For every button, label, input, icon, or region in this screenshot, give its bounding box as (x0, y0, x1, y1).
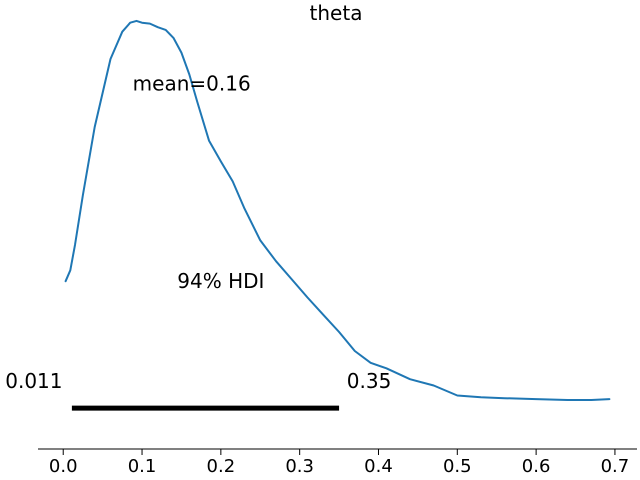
density-curve (64, 19, 611, 401)
x-tick-label: 0.1 (128, 456, 157, 477)
x-tick-label: 0.2 (207, 456, 236, 477)
hdi-lower-label: 0.011 (5, 369, 62, 393)
mean-label: mean=0.16 (133, 71, 251, 95)
x-tick-label: 0.5 (443, 456, 472, 477)
x-tick-label: 0.4 (364, 456, 393, 477)
hdi-label: 94% HDI (177, 269, 264, 293)
hdi-upper-label: 0.35 (347, 369, 392, 393)
x-tick-label: 0.7 (601, 456, 630, 477)
x-tick-label: 0.0 (49, 456, 78, 477)
x-tick-label: 0.3 (285, 456, 314, 477)
x-tick-label: 0.6 (522, 456, 551, 477)
x-axis-ticks: 0.0 0.1 0.2 0.3 0.4 0.5 0.6 0.7 (49, 449, 629, 477)
chart-title: theta (310, 1, 363, 25)
